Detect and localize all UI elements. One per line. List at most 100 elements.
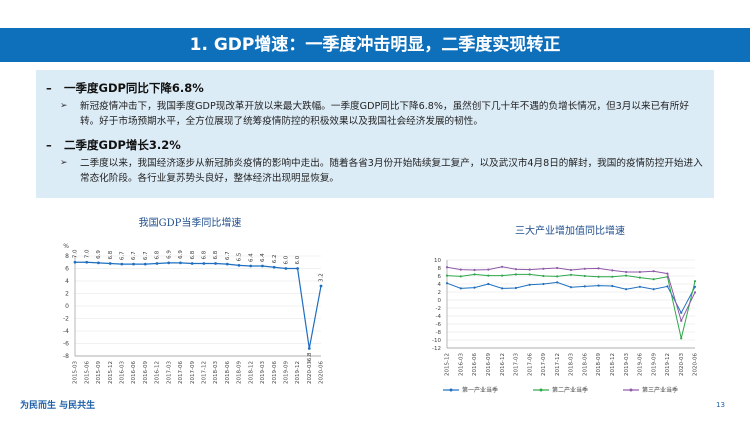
data-point — [108, 262, 112, 265]
heading-marker: – — [46, 81, 52, 95]
data-point — [625, 288, 628, 291]
y-tick-label: 10 — [434, 258, 441, 264]
data-label: 6.8 — [190, 250, 196, 259]
data-point — [487, 274, 490, 277]
y-tick-label: -6 — [63, 341, 69, 348]
data-point — [473, 273, 476, 276]
data-label: 6.5 — [237, 252, 243, 261]
x-tick-label: 2015-12 — [445, 353, 451, 376]
x-tick-label: 2018-06 — [582, 353, 588, 376]
data-label: 6.7 — [225, 251, 231, 260]
gdp-line-chart: -8 -6 -4 -2 0 2 4 6 8% 2015-03 2015-06 2015-09 2015-… — [63, 243, 325, 384]
arrow-bullet-icon: ➢ — [60, 158, 68, 168]
x-tick-label: 2019-09 — [284, 361, 290, 384]
x-tick-label: 2019-12 — [295, 361, 301, 384]
x-tick-label: 2017-12 — [202, 361, 208, 384]
legend-marker — [629, 388, 633, 392]
x-tick-label: 2020-06 — [319, 361, 325, 384]
data-point — [473, 286, 476, 289]
data-label: 6.2 — [272, 255, 278, 264]
data-point — [652, 278, 655, 281]
x-tick-label: 2015-03 — [73, 361, 79, 384]
data-point — [542, 267, 545, 270]
data-point — [459, 287, 462, 290]
data-point — [514, 268, 517, 271]
x-tick-label: 2020-06 — [693, 353, 699, 376]
x-tick-label: 2018-03 — [569, 353, 575, 376]
data-point — [693, 285, 697, 288]
x-tick-label: 2016-12 — [500, 353, 506, 376]
heading-text: 一季度GDP同比下降6.8% — [64, 81, 204, 95]
arrow-bullet-icon: ➢ — [60, 101, 68, 111]
x-tick-label: 2017-12 — [555, 353, 561, 376]
data-label: 6.7 — [131, 251, 137, 260]
data-point — [569, 273, 573, 276]
data-point — [501, 274, 504, 277]
y-tick-label: 2 — [438, 290, 442, 296]
data-point — [528, 283, 531, 286]
legend-marker — [449, 388, 453, 392]
bullet-paragraph-q2: ➢ 二季度以来，我国经济逐步从新冠肺炎疫情的影响中走出。随着各省3月份开始陆续复… — [60, 156, 704, 186]
data-point — [487, 282, 490, 286]
data-point — [611, 275, 614, 278]
x-tick-label: 2016-06 — [472, 353, 478, 376]
y-tick-label: 4 — [438, 282, 442, 288]
data-label: 6.7 — [143, 251, 149, 260]
data-point — [611, 269, 614, 272]
data-point — [179, 261, 182, 265]
y-tick-label: 2 — [65, 291, 69, 298]
data-point — [85, 260, 89, 264]
x-tick-label: 2019-03 — [260, 361, 266, 384]
data-point — [611, 284, 614, 288]
x-tick-label: 2018-09 — [237, 361, 243, 384]
y-tick-label: -8 — [436, 330, 442, 336]
x-tick-label: 2017-03 — [514, 353, 520, 376]
series-line — [75, 261, 322, 349]
data-label: 6.7 — [120, 251, 126, 260]
y-tick-label: 8 — [65, 253, 69, 260]
footer-slogan: 为民而生 与民共生 — [20, 401, 96, 411]
y-tick-label: 6 — [438, 274, 442, 280]
x-tick-label: 2015-09 — [96, 361, 102, 384]
data-point — [514, 286, 517, 290]
data-point — [501, 265, 504, 268]
title-bar — [0, 28, 750, 62]
gdp-chart-title: 我国GDP当季同比增速 — [138, 218, 242, 229]
y-tick-label: -2 — [63, 316, 69, 323]
x-tick-label: 2018-12 — [610, 353, 616, 376]
data-label: 6.8 — [108, 250, 114, 259]
x-tick-label: 2019-06 — [638, 353, 644, 376]
data-point — [445, 274, 449, 277]
data-point — [249, 264, 253, 268]
page-number: 13 — [716, 401, 725, 409]
data-point — [583, 274, 586, 278]
heading-marker: – — [46, 138, 52, 152]
x-tick-label: 2017-09 — [541, 353, 547, 376]
y-tick-label: -12 — [432, 346, 441, 352]
data-point — [652, 288, 655, 291]
x-tick-label: 2018-06 — [225, 361, 231, 384]
x-tick-label: 2017-06 — [527, 353, 533, 376]
y-tick-label: 6 — [65, 266, 69, 273]
data-label: 6.0 — [284, 255, 290, 264]
data-point — [284, 267, 288, 270]
content-box — [36, 70, 714, 198]
data-point — [459, 268, 462, 271]
section-heading-q1: – 一季度GDP同比下降6.8% — [46, 80, 204, 96]
data-point — [296, 267, 299, 270]
data-label: 3.2 — [319, 273, 325, 282]
industry-chart-title: 三大产业增加值同比增速 — [515, 226, 625, 237]
data-point — [569, 268, 573, 272]
data-point — [190, 262, 194, 265]
x-tick-label: 2018-12 — [248, 361, 254, 384]
x-tick-label: 2018-09 — [596, 353, 602, 376]
data-point — [319, 284, 323, 288]
x-tick-label: 2016-03 — [120, 361, 126, 384]
data-point — [120, 262, 124, 266]
paragraph-text: 二季度以来，我国经济逐步从新冠肺炎疫情的影响中走出。随着各省3月份开始陆续复工复… — [80, 158, 703, 184]
x-tick-label: 2016-12 — [155, 361, 161, 384]
bullet-paragraph-q1: ➢ 新冠疫情冲击下，我国季度GDP现改革开放以来最大跌幅。一季度GDP同比下降6… — [60, 99, 704, 129]
section-heading-q2: – 二季度GDP增长3.2% — [46, 137, 181, 153]
legend-label: 第二产业当季 — [552, 386, 588, 394]
paragraph-text: 新冠疫情冲击下，我国季度GDP现改革开放以来最大跌幅。一季度GDP同比下降6.8… — [80, 101, 689, 127]
